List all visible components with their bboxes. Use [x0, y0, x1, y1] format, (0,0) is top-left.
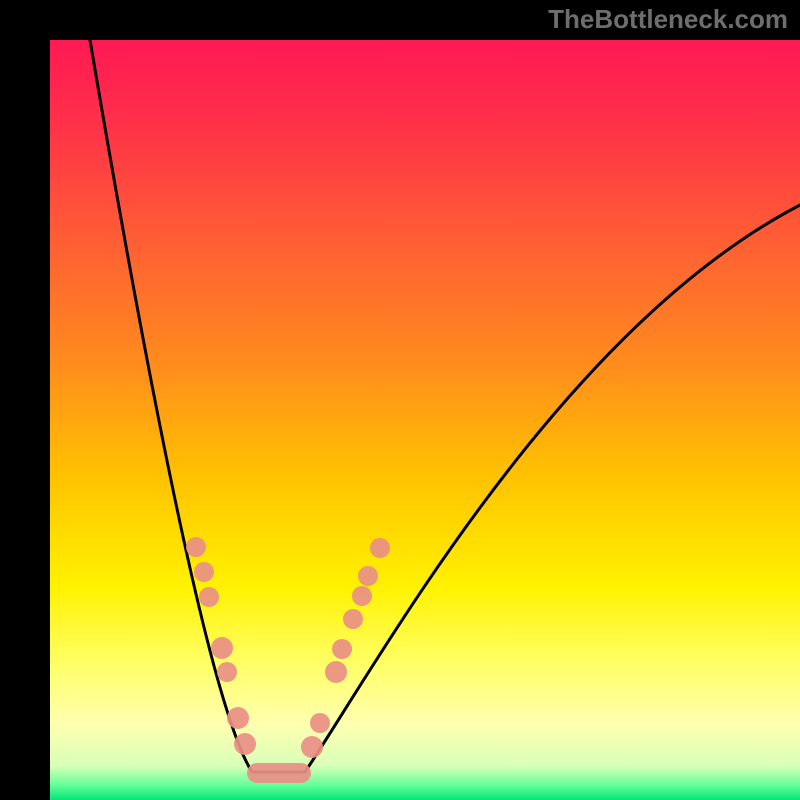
data-point [358, 566, 378, 586]
data-point [199, 587, 219, 607]
data-point [352, 586, 372, 606]
chart-root: TheBottleneck.com [0, 0, 800, 800]
data-point [343, 609, 363, 629]
data-point [186, 537, 206, 557]
bottleneck-v-curve-chart [0, 0, 800, 800]
watermark-text: TheBottleneck.com [548, 4, 788, 35]
data-point [211, 637, 233, 659]
data-point [370, 538, 390, 558]
data-point [301, 736, 323, 758]
data-point [310, 713, 330, 733]
data-point [217, 662, 237, 682]
data-point [194, 562, 214, 582]
data-point [227, 707, 249, 729]
gradient-plot-area [50, 40, 800, 800]
data-point [332, 639, 352, 659]
trough-marker [247, 763, 311, 783]
data-point [234, 733, 256, 755]
data-point [325, 661, 347, 683]
